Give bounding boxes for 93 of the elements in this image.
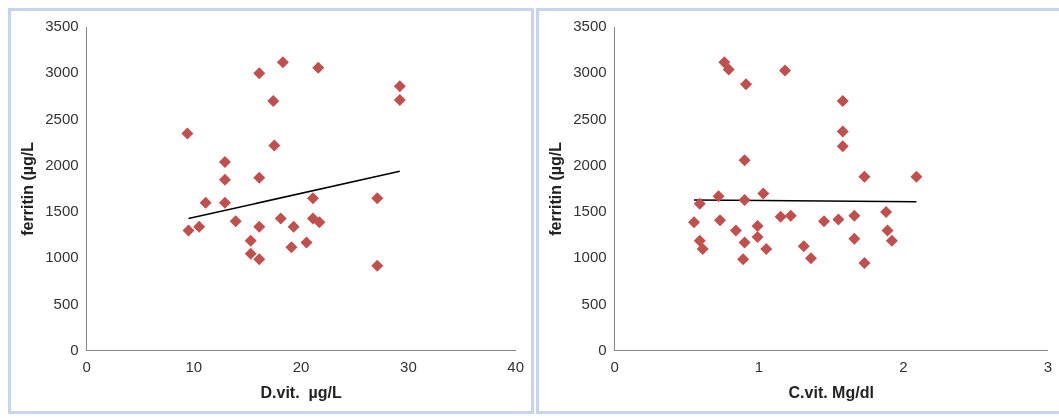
point <box>276 56 289 69</box>
point <box>751 231 764 244</box>
y-tick-label: 0 <box>598 340 607 358</box>
point <box>244 247 257 260</box>
x-axis-title: D.vit. µg/L <box>260 383 342 401</box>
point <box>817 215 830 228</box>
point <box>693 234 706 247</box>
point <box>858 170 871 183</box>
point <box>804 252 817 265</box>
point <box>393 94 406 107</box>
point <box>784 209 797 222</box>
y-tick-label: 2500 <box>45 109 79 127</box>
point <box>757 187 770 200</box>
point <box>760 243 773 256</box>
point <box>738 236 751 249</box>
y-tick-label: 3500 <box>573 17 607 35</box>
x-axis-title: C.vit. Mg/dl <box>788 383 874 401</box>
y-tick-label: 2500 <box>573 109 607 127</box>
y-tick-label: 500 <box>53 294 79 312</box>
point <box>910 170 923 183</box>
point <box>371 259 384 272</box>
point <box>393 80 406 93</box>
point <box>244 234 257 247</box>
point <box>880 206 893 219</box>
point <box>287 220 300 233</box>
y-tick-label: 3500 <box>45 17 79 35</box>
x-tick-label: 3 <box>1043 357 1052 375</box>
point <box>797 240 810 253</box>
point <box>312 61 325 74</box>
point <box>229 215 242 228</box>
y-tick-label: 1000 <box>45 248 79 266</box>
point <box>718 56 731 69</box>
x-tick-label: 0 <box>82 357 91 375</box>
y-tick-label: 3000 <box>573 63 607 81</box>
point <box>778 64 791 77</box>
point <box>714 214 726 227</box>
point <box>300 236 313 249</box>
point <box>182 224 195 237</box>
point <box>253 171 266 184</box>
point <box>722 63 735 76</box>
point <box>253 253 266 266</box>
y-tick-label: 3000 <box>45 63 79 81</box>
point <box>267 95 280 108</box>
point <box>881 224 894 237</box>
point <box>848 209 861 222</box>
x-tick-label: 1 <box>754 357 764 375</box>
point <box>751 219 764 232</box>
x-tick-label: 20 <box>292 357 310 375</box>
point <box>696 243 709 256</box>
point <box>371 192 384 205</box>
x-tick-label: 10 <box>185 357 203 375</box>
point <box>181 127 194 140</box>
point <box>268 139 281 152</box>
point <box>218 196 231 209</box>
y-tick-label: 0 <box>70 340 79 358</box>
point <box>836 140 849 153</box>
y-tick-label: 2000 <box>573 155 607 173</box>
point <box>832 213 845 226</box>
point <box>712 190 725 203</box>
y-tick-label: 1500 <box>573 202 607 220</box>
point <box>306 192 319 205</box>
x-tick-label: 0 <box>610 357 619 375</box>
x-tick-label: 40 <box>507 357 524 375</box>
point <box>688 216 700 229</box>
point <box>848 232 861 245</box>
point <box>253 67 266 80</box>
y-axis-title: ferritin (µg/L <box>547 141 565 236</box>
y-tick-label: 1000 <box>573 248 607 266</box>
point <box>193 220 206 233</box>
point <box>836 125 849 138</box>
y-tick-label: 2000 <box>45 155 79 173</box>
y-tick-label: 500 <box>581 294 607 312</box>
point <box>693 197 706 210</box>
point <box>885 234 898 247</box>
point <box>738 194 751 206</box>
point <box>285 241 298 254</box>
point <box>774 210 787 223</box>
point <box>199 196 212 209</box>
point <box>739 78 752 91</box>
point <box>836 95 849 108</box>
point <box>729 224 742 237</box>
y-tick-label: 1500 <box>45 202 79 220</box>
y-axis-title: ferritin (µg/L <box>19 141 37 236</box>
point <box>218 173 231 186</box>
point <box>737 253 750 266</box>
point <box>218 156 231 169</box>
point <box>858 256 871 269</box>
point <box>274 212 287 225</box>
x-tick-label: 2 <box>899 357 908 375</box>
x-tick-label: 30 <box>400 357 417 375</box>
point <box>313 216 326 229</box>
point <box>253 220 266 233</box>
point <box>738 154 751 167</box>
